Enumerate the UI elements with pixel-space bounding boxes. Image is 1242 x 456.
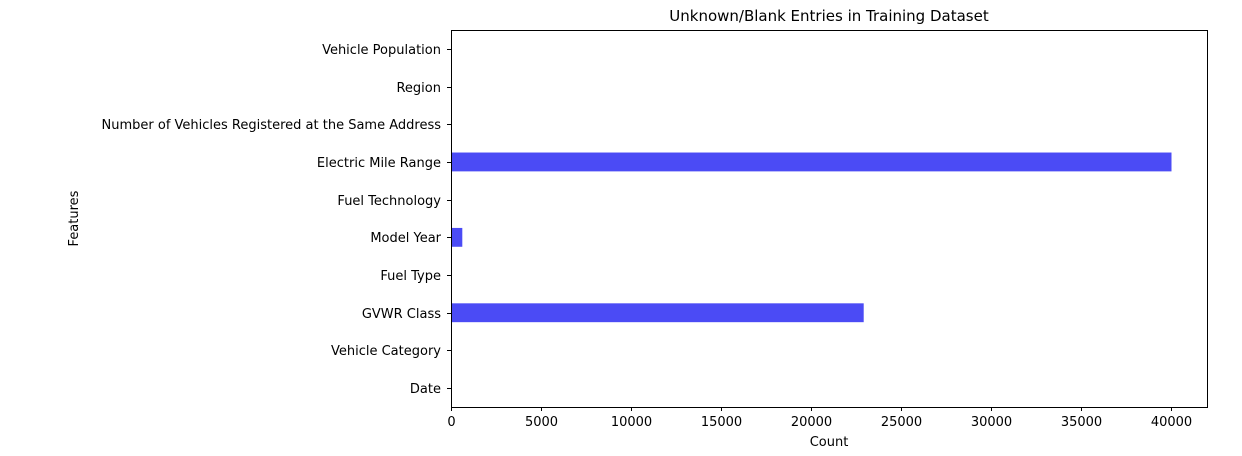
- bars: [451, 152, 1172, 323]
- bar: [451, 227, 463, 247]
- y-tick-label: Model Year: [370, 231, 441, 246]
- x-tick-label: 10000: [611, 415, 652, 430]
- y-tick-label: Date: [410, 382, 441, 397]
- y-tick-label: Number of Vehicles Registered at the Sam…: [102, 118, 442, 133]
- x-tick-label: 0: [447, 415, 455, 430]
- bar: [451, 303, 864, 323]
- y-tick-label: GVWR Class: [362, 307, 441, 322]
- chart-title: Unknown/Blank Entries in Training Datase…: [669, 7, 989, 25]
- plot-frame: [451, 30, 1208, 408]
- y-tick-label: Region: [396, 81, 441, 96]
- x-tick-label: 35000: [1061, 415, 1102, 430]
- x-tick-label: 15000: [701, 415, 742, 430]
- x-tick-label: 20000: [791, 415, 832, 430]
- y-tick-label: Electric Mile Range: [317, 156, 441, 171]
- x-axis-ticks: 0 5000 10000 15000 20000 25000 30000 35000 40000: [447, 407, 1192, 430]
- y-tick-label: Fuel Type: [380, 269, 441, 284]
- y-axis-ticks: Date Vehicle Category GVWR Class Fuel Type M…: [102, 43, 451, 397]
- x-tick-label: 30000: [971, 415, 1012, 430]
- x-tick-label: 40000: [1151, 415, 1192, 430]
- x-axis-label: Count: [810, 435, 849, 450]
- y-tick-label: Vehicle Population: [322, 43, 441, 58]
- y-tick-label: Vehicle Category: [331, 344, 441, 359]
- y-tick-label: Fuel Technology: [337, 194, 441, 209]
- bar: [451, 152, 1172, 172]
- x-tick-label: 25000: [881, 415, 922, 430]
- y-axis-label: Features: [67, 190, 82, 246]
- x-tick-label: 5000: [525, 415, 558, 430]
